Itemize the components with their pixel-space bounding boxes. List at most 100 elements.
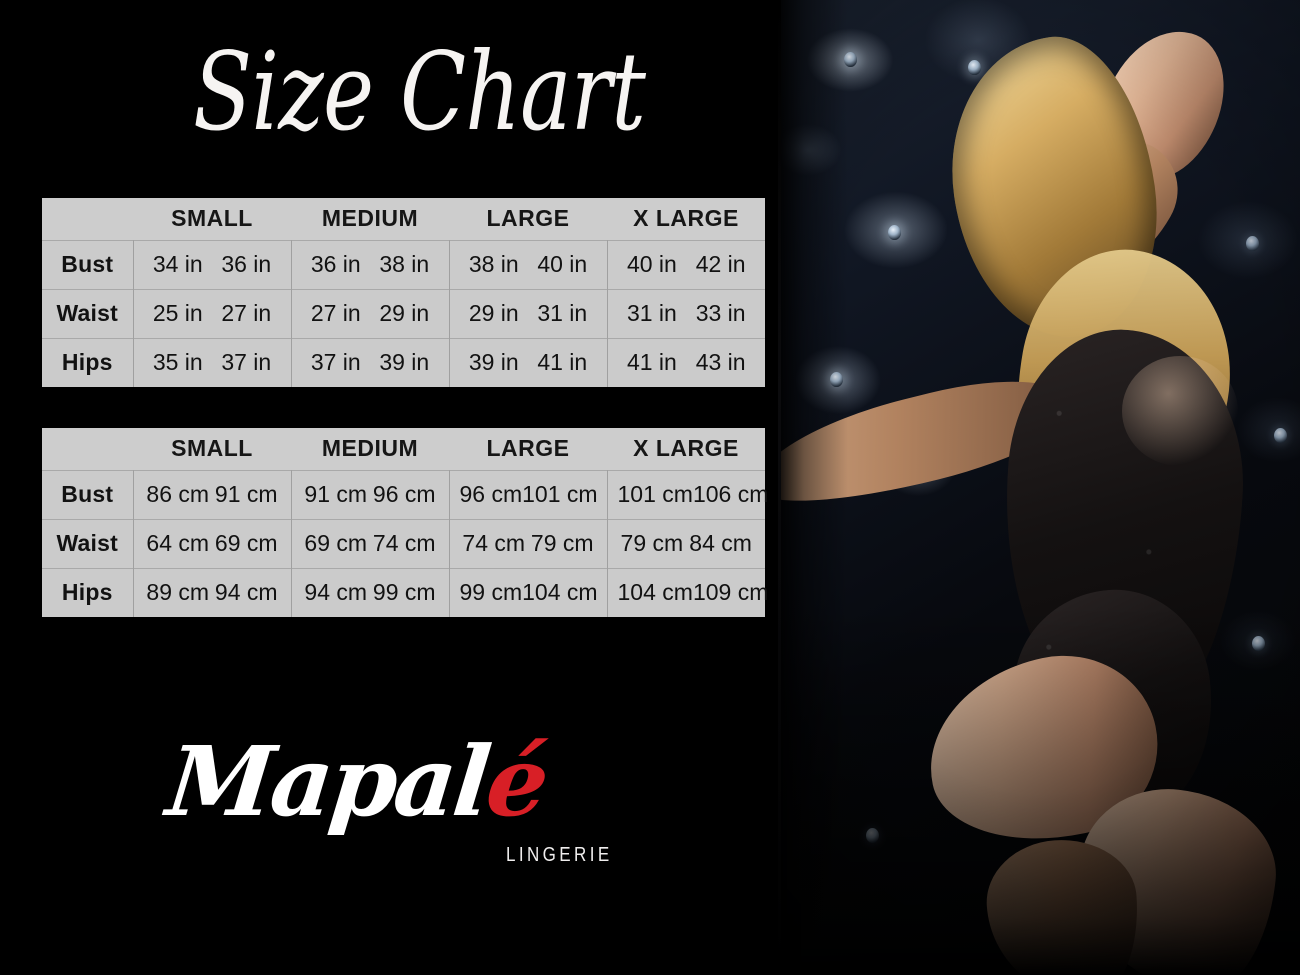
value-max: 41 in	[537, 349, 588, 376]
value-min: 101 cm	[617, 481, 693, 507]
table-row: Hips 89 cm 94 cm 94 cm 99 cm 99 cm 104 cm 1…	[42, 567, 769, 617]
table-row: Waist 64 cm 69 cm 69 cm 74 cm 74 cm 79 cm 7…	[42, 518, 765, 568]
cell-hips-x-large: 104 cm 109 cm	[607, 567, 769, 617]
cell-bust-small: 34 in 36 in	[133, 239, 292, 289]
value-max: 39 in	[379, 349, 430, 376]
value-max: 109 cm	[692, 579, 769, 606]
logo-subtitle: LINGERIE	[506, 844, 613, 866]
cell-hips-large: 99 cm 104 cm	[449, 567, 608, 617]
table-row: Hips 35 in 37 in 37 in 39 in 39 in 41 in 41…	[42, 337, 765, 387]
value-min: 38 in	[468, 251, 519, 277]
value-min: 96 cm	[459, 481, 523, 507]
left-info-panel: Size Chart SMALL MEDIUM LARGE X LARGE Bu…	[42, 30, 769, 887]
row-label-hips: Hips	[42, 567, 134, 617]
header-large: LARGE	[449, 428, 607, 470]
value-max: 101 cm	[522, 481, 598, 507]
header-blank	[42, 198, 133, 240]
row-label-bust: Bust	[42, 239, 134, 289]
value-max: 43 in	[695, 349, 746, 376]
value-max: 99 cm	[372, 579, 436, 606]
row-label-waist: Waist	[42, 518, 134, 568]
photo-vignette	[778, 0, 1300, 975]
value-min: 27 in	[310, 300, 361, 326]
header-small: SMALL	[133, 198, 291, 240]
value-max: 79 cm	[530, 530, 594, 556]
value-min: 69 cm	[304, 530, 368, 556]
cell-bust-x-large: 101 cm 106 cm	[607, 469, 769, 519]
value-min: 79 cm	[620, 530, 684, 556]
row-label-waist: Waist	[42, 288, 134, 338]
panel-divider	[778, 0, 781, 975]
value-min: 25 in	[152, 300, 203, 326]
value-max: 84 cm	[689, 530, 752, 556]
value-min: 39 in	[468, 349, 519, 376]
value-max: 104 cm	[522, 579, 598, 606]
value-min: 94 cm	[304, 579, 368, 606]
size-table-centimeters: SMALL MEDIUM LARGE X LARGE Bust 86 cm 91 …	[42, 428, 769, 617]
value-min: 29 in	[468, 300, 519, 326]
table-header-row: SMALL MEDIUM LARGE X LARGE	[42, 428, 765, 470]
value-min: 86 cm	[146, 481, 210, 507]
row-label-bust: Bust	[42, 469, 134, 519]
cell-waist-small: 64 cm 69 cm	[133, 518, 292, 568]
value-max: 33 in	[695, 300, 746, 326]
value-min: 104 cm	[617, 579, 693, 606]
value-max: 74 cm	[372, 530, 436, 556]
cell-hips-small: 35 in 37 in	[133, 337, 292, 387]
cell-bust-large: 38 in 40 in	[449, 239, 608, 289]
value-max: 29 in	[379, 300, 430, 326]
value-max: 40 in	[537, 251, 588, 277]
value-min: 91 cm	[304, 481, 368, 507]
value-max: 106 cm	[692, 481, 769, 507]
header-small: SMALL	[133, 428, 291, 470]
cell-bust-small: 86 cm 91 cm	[133, 469, 292, 519]
value-min: 89 cm	[146, 579, 210, 606]
table-row: Bust 34 in 36 in 36 in 38 in 38 in 40 in 40…	[42, 239, 765, 289]
cell-waist-large: 29 in 31 in	[449, 288, 608, 338]
value-min: 35 in	[152, 349, 203, 376]
value-max: 69 cm	[214, 530, 278, 556]
header-medium: MEDIUM	[291, 198, 449, 240]
cell-waist-small: 25 in 27 in	[133, 288, 292, 338]
header-medium: MEDIUM	[291, 428, 449, 470]
size-table-inches: SMALL MEDIUM LARGE X LARGE Bust 34 in 36 …	[42, 198, 765, 387]
value-max: 31 in	[537, 300, 588, 326]
value-min: 34 in	[152, 251, 203, 277]
value-min: 40 in	[626, 251, 677, 277]
value-min: 99 cm	[459, 579, 523, 606]
cell-hips-small: 89 cm 94 cm	[133, 567, 292, 617]
value-max: 94 cm	[214, 579, 278, 606]
value-min: 74 cm	[462, 530, 526, 556]
cell-bust-medium: 91 cm 96 cm	[291, 469, 450, 519]
value-min: 41 in	[626, 349, 677, 376]
value-max: 42 in	[695, 251, 746, 277]
table-row: Waist 25 in 27 in 27 in 29 in 29 in 31 in 3…	[42, 288, 765, 338]
value-min: 37 in	[310, 349, 361, 376]
table-header-row: SMALL MEDIUM LARGE X LARGE	[42, 198, 765, 240]
header-x-large: X LARGE	[607, 198, 765, 240]
value-max: 27 in	[221, 300, 272, 326]
header-blank	[42, 428, 133, 470]
table-row: Bust 86 cm 91 cm 91 cm 96 cm 96 cm 101 cm 1…	[42, 469, 769, 519]
cell-hips-large: 39 in 41 in	[449, 337, 608, 387]
cell-waist-x-large: 31 in 33 in	[607, 288, 765, 338]
cell-bust-large: 96 cm 101 cm	[449, 469, 608, 519]
cell-bust-x-large: 40 in 42 in	[607, 239, 765, 289]
value-max: 36 in	[221, 251, 272, 277]
value-max: 37 in	[221, 349, 272, 376]
value-min: 36 in	[310, 251, 361, 277]
value-max: 91 cm	[214, 481, 278, 507]
page-title: Size Chart	[193, 30, 646, 155]
logo-wordmark-main: Mapal	[162, 725, 494, 838]
header-large: LARGE	[449, 198, 607, 240]
brand-logo: Mapalé LINGERIE	[162, 722, 609, 887]
header-x-large: X LARGE	[607, 428, 765, 470]
cell-hips-x-large: 41 in 43 in	[607, 337, 765, 387]
row-label-hips: Hips	[42, 337, 134, 387]
logo-accent-letter: é	[481, 725, 552, 838]
cell-waist-medium: 27 in 29 in	[291, 288, 450, 338]
value-max: 38 in	[379, 251, 430, 277]
value-max: 96 cm	[372, 481, 436, 507]
cell-bust-medium: 36 in 38 in	[291, 239, 450, 289]
